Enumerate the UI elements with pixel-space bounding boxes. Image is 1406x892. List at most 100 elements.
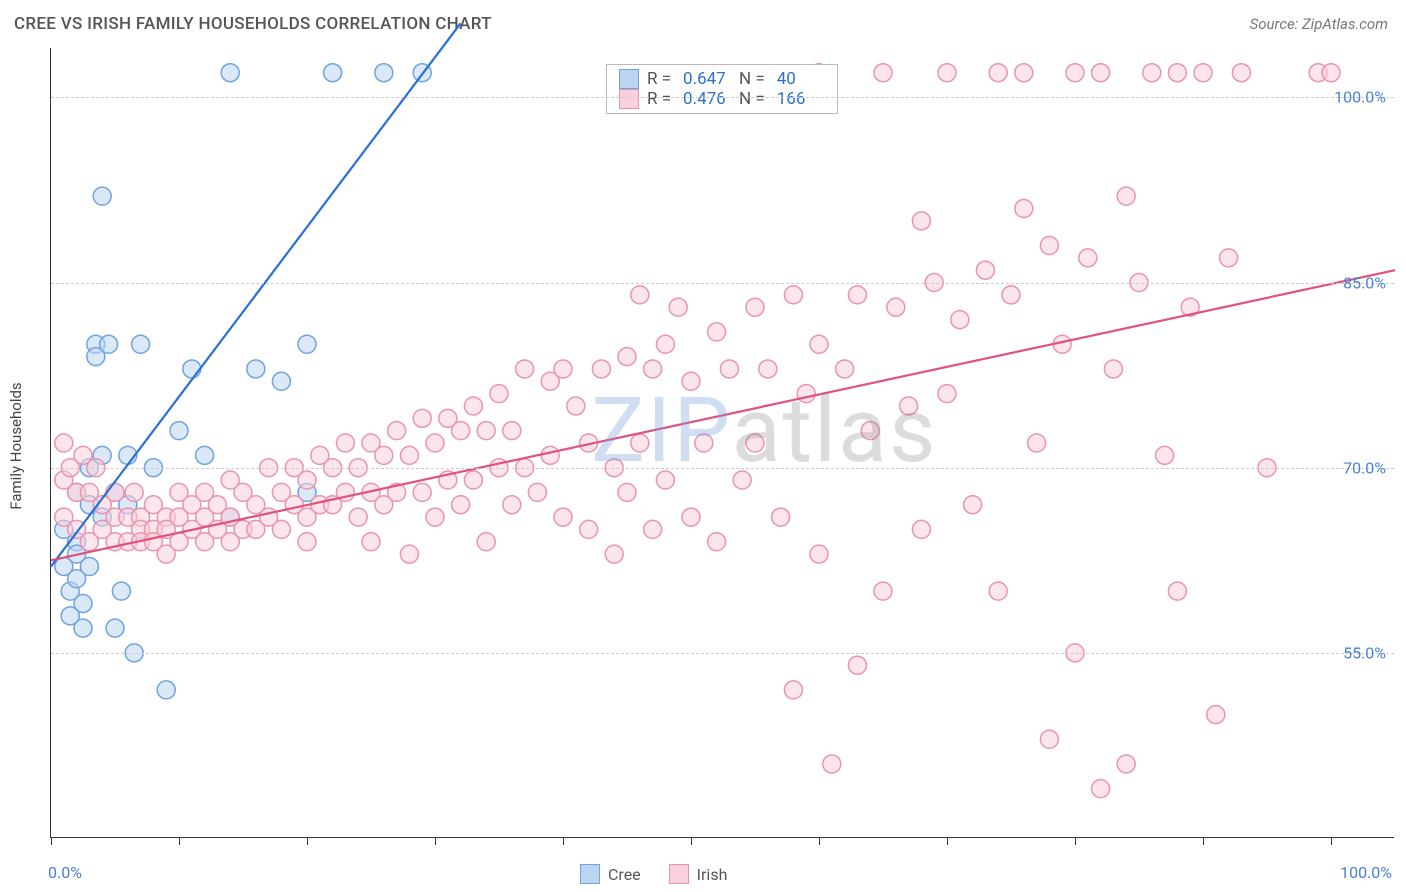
data-point	[682, 508, 700, 526]
data-point	[125, 483, 143, 501]
x-tick	[307, 837, 308, 845]
data-point	[669, 298, 687, 316]
legend-label-irish: Irish	[697, 865, 728, 884]
data-point	[848, 286, 866, 304]
gridline	[51, 97, 1394, 98]
data-point	[1028, 434, 1046, 452]
data-point	[1092, 64, 1110, 82]
data-point	[157, 681, 175, 699]
data-point	[413, 409, 431, 427]
data-point	[1168, 64, 1186, 82]
gridline	[51, 653, 1394, 654]
data-point	[183, 360, 201, 378]
data-point	[656, 335, 674, 353]
legend-row-cree: R =0.647 N =40	[619, 69, 825, 89]
x-max-label: 100.0%	[1340, 863, 1392, 882]
data-point	[132, 335, 150, 353]
data-point	[196, 446, 214, 464]
gridline	[51, 283, 1394, 284]
data-point	[375, 446, 393, 464]
data-point	[554, 360, 572, 378]
gridline	[51, 468, 1394, 469]
data-point	[74, 594, 92, 612]
data-point	[221, 64, 239, 82]
data-point	[644, 360, 662, 378]
data-point	[784, 286, 802, 304]
data-point	[746, 434, 764, 452]
trend-line	[51, 270, 1395, 560]
data-point	[912, 520, 930, 538]
data-point	[1104, 360, 1122, 378]
data-point	[541, 446, 559, 464]
data-point	[644, 520, 662, 538]
data-point	[170, 422, 188, 440]
data-point	[989, 64, 1007, 82]
y-tick-label: 70.0%	[1343, 458, 1386, 477]
data-point	[93, 187, 111, 205]
chart-title: CREE VS IRISH FAMILY HOUSEHOLDS CORRELAT…	[14, 14, 492, 34]
data-point	[592, 360, 610, 378]
data-point	[324, 64, 342, 82]
data-point	[74, 619, 92, 637]
data-point	[810, 545, 828, 563]
data-point	[631, 286, 649, 304]
x-min-label: 0.0%	[48, 863, 82, 882]
data-point	[682, 372, 700, 390]
data-point	[1143, 64, 1161, 82]
data-point	[900, 397, 918, 415]
swatch-bottom-cree	[580, 864, 600, 884]
data-point	[1168, 582, 1186, 600]
data-point	[349, 508, 367, 526]
legend-bottom: Cree Irish	[580, 864, 727, 884]
data-point	[861, 422, 879, 440]
data-point	[708, 533, 726, 551]
data-point	[1015, 64, 1033, 82]
data-point	[1220, 249, 1238, 267]
x-tick	[1331, 837, 1332, 845]
data-point	[1117, 755, 1135, 773]
data-point	[938, 385, 956, 403]
y-tick-label: 85.0%	[1343, 273, 1386, 292]
data-point	[810, 335, 828, 353]
cree-n: 40	[777, 69, 825, 89]
data-point	[464, 471, 482, 489]
data-point	[695, 434, 713, 452]
x-tick	[819, 837, 820, 845]
data-point	[298, 533, 316, 551]
data-point	[1156, 446, 1174, 464]
data-point	[112, 582, 130, 600]
data-point	[938, 64, 956, 82]
data-point	[708, 323, 726, 341]
data-point	[413, 483, 431, 501]
legend-row-irish: R =0.476 N =166	[619, 89, 825, 109]
legend-item-cree: Cree	[580, 864, 641, 884]
data-point	[298, 335, 316, 353]
data-point	[887, 298, 905, 316]
data-point	[503, 422, 521, 440]
data-point	[618, 483, 636, 501]
data-point	[733, 471, 751, 489]
data-point	[452, 422, 470, 440]
data-point	[400, 446, 418, 464]
x-tick	[51, 837, 52, 845]
x-tick	[947, 837, 948, 845]
legend-item-irish: Irish	[669, 864, 728, 884]
data-point	[1322, 64, 1340, 82]
data-point	[605, 545, 623, 563]
data-point	[388, 422, 406, 440]
data-point	[528, 483, 546, 501]
data-point	[1040, 237, 1058, 255]
data-point	[874, 582, 892, 600]
data-point	[976, 261, 994, 279]
y-tick-label: 100.0%	[1334, 88, 1386, 107]
x-tick	[179, 837, 180, 845]
data-point	[503, 496, 521, 514]
data-point	[964, 496, 982, 514]
y-tick-label: 55.0%	[1343, 643, 1386, 662]
data-point	[100, 335, 118, 353]
data-point	[452, 496, 470, 514]
x-tick	[1075, 837, 1076, 845]
data-point	[874, 64, 892, 82]
data-point	[464, 397, 482, 415]
data-point	[247, 360, 265, 378]
